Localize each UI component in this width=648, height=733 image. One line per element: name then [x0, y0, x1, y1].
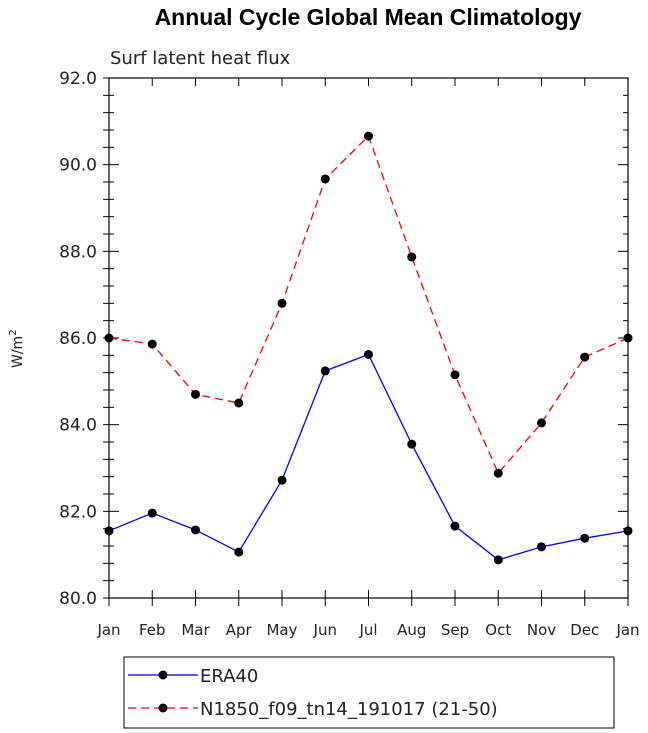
legend-label: N1850_f09_tn14_191017 (21-50) — [200, 699, 498, 720]
y-tick-label: 80.0 — [59, 589, 97, 609]
data-point — [450, 370, 460, 380]
data-point — [580, 533, 590, 543]
chart-subtitle: Surf latent heat flux — [110, 48, 291, 69]
series-line — [108, 134, 629, 475]
data-point — [234, 398, 244, 408]
x-tick-label: Dec — [570, 621, 599, 639]
plot-frame — [108, 77, 629, 599]
data-point — [493, 468, 503, 478]
x-tick-label: Jul — [358, 621, 377, 639]
data-point — [407, 439, 417, 449]
series-1 — [104, 349, 633, 565]
data-point — [234, 547, 244, 557]
x-tick-label: May — [266, 621, 297, 639]
y-tick-label: 90.0 — [59, 156, 97, 176]
x-tick-label: Apr — [226, 621, 253, 639]
data-point — [364, 131, 373, 141]
data-point — [364, 349, 373, 359]
data-point — [277, 298, 287, 308]
x-tick-label: Oct — [485, 621, 511, 639]
y-tick-label: 84.0 — [59, 416, 97, 436]
y-tick-label: 92.0 — [59, 69, 97, 89]
series-group — [104, 131, 633, 565]
x-tick-label: Jun — [313, 621, 337, 639]
y-tick-label: 82.0 — [59, 502, 97, 522]
legend: ERA40 N1850_f09_tn14_191017 (21-50) — [123, 656, 615, 729]
data-point — [277, 475, 287, 485]
x-tick-label: Jan — [615, 621, 639, 639]
x-tick-label: Nov — [527, 621, 556, 639]
y-axis-label-sup: 2 — [8, 329, 19, 335]
legend-label: ERA40 — [200, 666, 258, 687]
data-point — [320, 366, 330, 376]
y-tick-label: 86.0 — [59, 329, 97, 349]
data-point — [147, 508, 157, 518]
legend-marker — [158, 703, 168, 713]
data-point — [623, 526, 633, 536]
data-point — [104, 526, 114, 536]
data-point — [104, 333, 114, 343]
legend-marker — [158, 670, 168, 680]
series-2 — [104, 131, 633, 478]
y-axis-label: W/m2 — [8, 329, 26, 368]
axes: 80.0 82.0 84.0 86.0 88.0 90.0 92.0 Jan Feb Mar Apr… — [59, 69, 639, 639]
x-tick-label: Mar — [181, 621, 210, 639]
data-point — [191, 525, 200, 535]
data-point — [623, 333, 633, 343]
data-point — [147, 339, 157, 349]
data-point — [580, 352, 590, 362]
data-point — [407, 252, 417, 262]
data-point — [320, 174, 330, 184]
series-line — [108, 353, 629, 561]
data-point — [537, 542, 546, 552]
y-tick-label: 88.0 — [59, 242, 97, 262]
y-axis-label-main: W/m — [10, 336, 26, 368]
data-point — [191, 389, 200, 399]
data-point — [537, 418, 546, 428]
data-point — [450, 521, 460, 531]
legend-box — [123, 656, 615, 729]
x-tick-label: Jan — [96, 621, 120, 639]
x-tick-label: Feb — [139, 621, 166, 639]
data-point — [493, 555, 503, 565]
x-tick-label: Sep — [441, 621, 469, 639]
chart-title: Annual Cycle Global Mean Climatology — [155, 4, 582, 30]
x-tick-label: Aug — [397, 621, 426, 639]
